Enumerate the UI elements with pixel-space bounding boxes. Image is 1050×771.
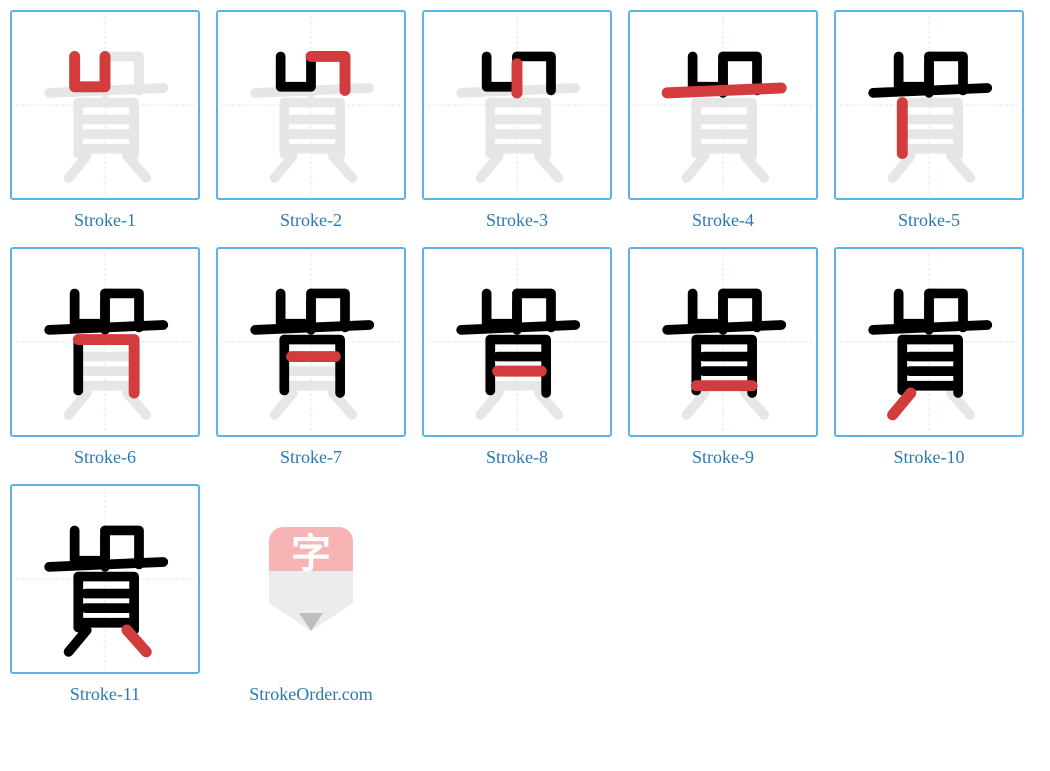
svg-text:字: 字 — [291, 531, 331, 576]
stroke-label: Stroke-8 — [486, 447, 548, 468]
cell-frame — [422, 247, 612, 437]
glyph — [226, 257, 396, 427]
cell-frame — [834, 10, 1024, 200]
stroke-cell: Stroke-7 — [216, 247, 406, 468]
cell-frame — [216, 247, 406, 437]
stroke-cell: Stroke-3 — [422, 10, 612, 231]
cell-frame — [10, 10, 200, 200]
glyph — [844, 257, 1014, 427]
stroke-cell: Stroke-6 — [10, 247, 200, 468]
stroke-cell: Stroke-1 — [10, 10, 200, 231]
stroke-label: Stroke-3 — [486, 210, 548, 231]
glyph — [20, 20, 190, 190]
site-logo: 字 — [241, 509, 381, 649]
cell-frame — [628, 10, 818, 200]
cell-frame — [10, 247, 200, 437]
stroke-label: Stroke-4 — [692, 210, 754, 231]
stroke-grid: Stroke-1 Stroke-2 Stroke-3 Stroke-4 Stroke-5… — [10, 10, 1040, 705]
stroke-cell: Stroke-8 — [422, 247, 612, 468]
stroke-cell: Stroke-10 — [834, 247, 1024, 468]
cell-frame — [628, 247, 818, 437]
stroke-cell: Stroke-2 — [216, 10, 406, 231]
cell-frame — [10, 484, 200, 674]
stroke-cell: Stroke-5 — [834, 10, 1024, 231]
stroke-label: Stroke-9 — [692, 447, 754, 468]
stroke-label: Stroke-2 — [280, 210, 342, 231]
glyph — [432, 257, 602, 427]
logo-cell: 字 StrokeOrder.com — [216, 484, 406, 705]
stroke-label: Stroke-7 — [280, 447, 342, 468]
stroke-cell: Stroke-11 — [10, 484, 200, 705]
stroke-label: Stroke-10 — [894, 447, 965, 468]
glyph — [844, 20, 1014, 190]
stroke-label: Stroke-11 — [70, 684, 140, 705]
glyph — [226, 20, 396, 190]
cell-frame — [422, 10, 612, 200]
stroke-label: Stroke-6 — [74, 447, 136, 468]
stroke-label: Stroke-5 — [898, 210, 960, 231]
stroke-cell: Stroke-9 — [628, 247, 818, 468]
glyph — [638, 257, 808, 427]
cell-frame — [216, 10, 406, 200]
site-label: StrokeOrder.com — [249, 684, 372, 705]
stroke-label: Stroke-1 — [74, 210, 136, 231]
glyph — [20, 494, 190, 664]
stroke-cell: Stroke-4 — [628, 10, 818, 231]
cell-frame: 字 — [216, 484, 406, 674]
cell-frame — [834, 247, 1024, 437]
glyph — [20, 257, 190, 427]
glyph — [638, 20, 808, 190]
glyph — [432, 20, 602, 190]
